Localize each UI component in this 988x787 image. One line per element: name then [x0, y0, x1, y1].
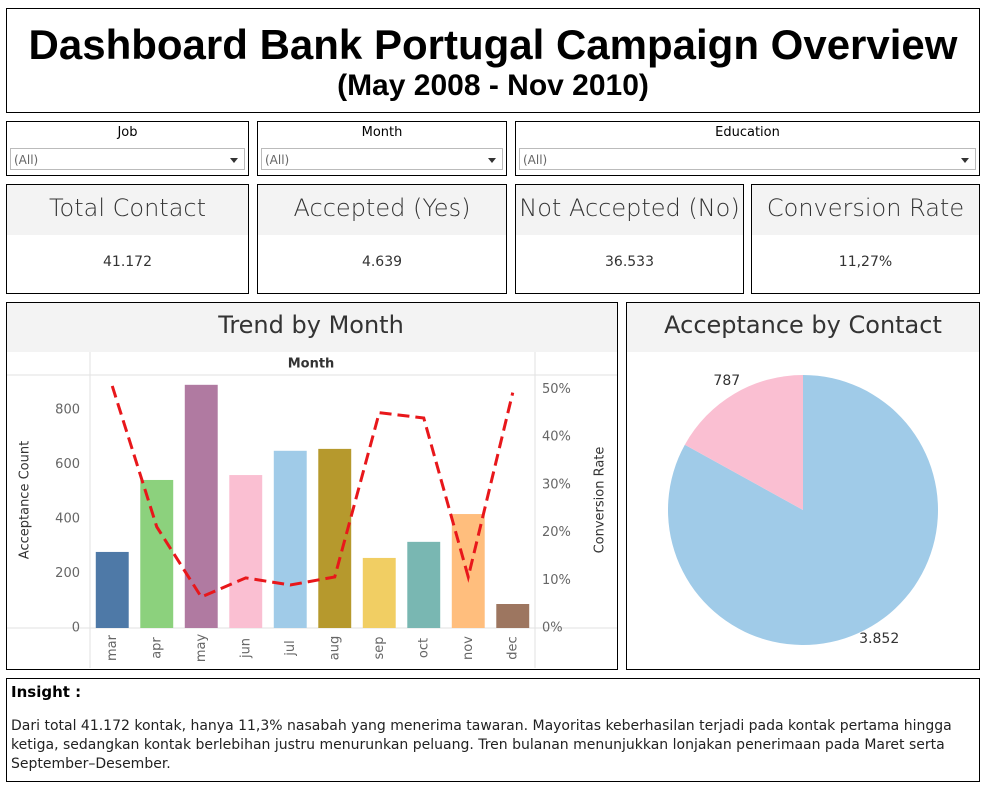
- insight-title: Insight :: [11, 683, 82, 701]
- kpi-value: 41.172: [103, 254, 152, 270]
- kpi-value: 4.639: [361, 254, 403, 270]
- y-tick-label: 400: [55, 511, 80, 526]
- slice-label: 3.852: [859, 631, 899, 647]
- title-band: [7, 303, 617, 352]
- bar: [140, 479, 174, 628]
- bar: [496, 604, 530, 628]
- x-tick-label: oct: [416, 638, 431, 658]
- bar: [273, 450, 307, 628]
- line: [110, 385, 515, 599]
- filter-label: Month: [361, 125, 403, 140]
- y2-tick-label: 50%: [542, 382, 571, 397]
- kpi-label: Accepted (Yes): [258, 185, 506, 235]
- dropdown[interactable]: (All): [519, 148, 976, 170]
- x-axis-title: Month: [288, 357, 335, 372]
- bar: [318, 448, 352, 628]
- header: Dashboard Bank Portugal Campaign Overvie…: [6, 8, 980, 113]
- x-tick-label: may: [194, 634, 209, 663]
- kpi-card: Not Accepted (No) 36.533: [515, 184, 744, 294]
- title-band: [627, 303, 979, 352]
- bar: [184, 384, 218, 628]
- y2-tick-label: 30%: [542, 477, 571, 492]
- x-tick-label: aug: [327, 636, 342, 660]
- dropdown[interactable]: (All): [10, 148, 245, 170]
- x-tick-label: mar: [105, 634, 120, 661]
- bar: [229, 475, 263, 628]
- chart-title: Acceptance by Contact: [664, 311, 942, 339]
- filter: Month (All): [257, 121, 507, 176]
- filter-label: Education: [715, 125, 780, 140]
- kpi-label: Conversion Rate: [752, 185, 979, 235]
- kpi-value: 11,27%: [838, 254, 893, 270]
- x-tick-label: jul: [283, 640, 298, 656]
- insight: Insight : Dari total 41.172 kontak, hany…: [6, 678, 980, 782]
- kpi-card: Conversion Rate 11,27%: [751, 184, 980, 294]
- y2-axis-title: Conversion Rate: [593, 447, 608, 554]
- y-tick-label: 0: [72, 621, 80, 636]
- dropdown[interactable]: (All): [261, 148, 503, 170]
- kpi-label: Total Contact: [7, 185, 248, 235]
- x-tick-label: dec: [505, 636, 520, 659]
- y-tick-label: 800: [55, 402, 80, 417]
- y-axis-title: Acceptance Count: [18, 441, 33, 559]
- chart-title: Trend by Month: [217, 311, 404, 339]
- subtitle: (May 2008 - Nov 2010): [337, 69, 649, 102]
- kpi-card: Accepted (Yes) 4.639: [257, 184, 507, 294]
- y2-tick-label: 0%: [542, 621, 563, 636]
- insight-text: Dari total 41.172 kontak, hanya 11,3% na…: [11, 718, 952, 772]
- kpi-label: Not Accepted (No): [516, 185, 743, 235]
- bar: [95, 551, 129, 628]
- x-tick-label: jun: [238, 638, 253, 659]
- filter: Job (All): [6, 121, 249, 176]
- bar: [407, 541, 441, 628]
- title: Dashboard Bank Portugal Campaign Overvie…: [28, 21, 958, 68]
- kpi-value: 36.533: [605, 254, 654, 270]
- y2-tick-label: 20%: [542, 525, 571, 540]
- y-tick-label: 600: [55, 457, 80, 472]
- x-tick-label: nov: [461, 636, 476, 660]
- y2-tick-label: 40%: [542, 430, 571, 445]
- x-tick-label: sep: [372, 636, 387, 659]
- bar: [362, 557, 396, 628]
- slice-label: 787: [713, 373, 740, 389]
- kpi-card: Total Contact 41.172: [6, 184, 249, 294]
- x-tick-label: apr: [149, 637, 164, 659]
- filter: Education (All): [515, 121, 980, 176]
- y-tick-label: 200: [55, 566, 80, 581]
- y2-tick-label: 10%: [542, 573, 571, 588]
- filter-label: Job: [117, 125, 138, 140]
- pie-slice: [684, 375, 803, 510]
